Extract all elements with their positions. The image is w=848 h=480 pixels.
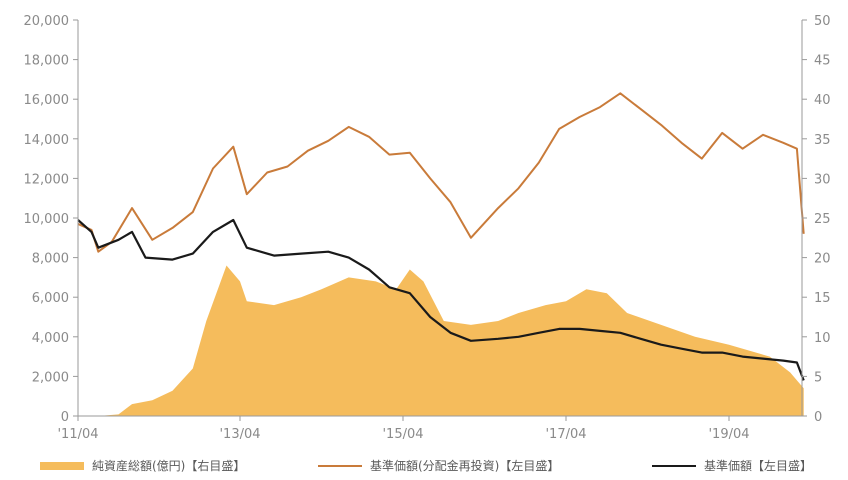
series-line-nav xyxy=(77,218,805,381)
y-right-tick-label: 10 xyxy=(814,331,831,346)
series-line-nav-reinvested xyxy=(77,92,805,253)
y-left-tick-label: 0 xyxy=(61,410,69,425)
y-right-tick-label: 5 xyxy=(814,370,822,385)
legend-label: 基準価額【左目盛】 xyxy=(704,459,813,473)
legend-label: 純資産総額(億円)【右目盛】 xyxy=(92,459,246,473)
legend-item-net-assets: 純資産総額(億円)【右目盛】 xyxy=(40,457,245,474)
y-right-tick-label: 50 xyxy=(814,14,831,29)
tick-layer: 0 2,000 4,000 6,000 8,000 10,000 12,000 14,000 1… xyxy=(24,14,831,442)
series-area-net-assets xyxy=(78,265,804,416)
y-right-tick-label: 45 xyxy=(814,54,831,69)
x-tick-label: '11/04 xyxy=(57,427,98,442)
y-right-tick-label: 35 xyxy=(814,133,831,148)
y-right-tick-label: 25 xyxy=(814,212,831,227)
legend-label: 基準価額(分配金再投資)【左目盛】 xyxy=(370,459,560,473)
legend: 純資産総額(億円)【右目盛】 基準価額(分配金再投資)【左目盛】 基準価額【左目… xyxy=(0,457,848,477)
y-right-tick-label: 15 xyxy=(814,291,831,306)
y-left-tick-label: 2,000 xyxy=(32,370,69,385)
area-layer xyxy=(78,265,804,416)
y-right-tick-label: 20 xyxy=(814,252,831,267)
y-left-tick-label: 18,000 xyxy=(24,54,70,69)
y-right-tick-label: 30 xyxy=(814,172,831,187)
y-left-tick-label: 20,000 xyxy=(24,14,70,29)
y-left-tick-label: 16,000 xyxy=(24,93,70,108)
y-left-tick-label: 6,000 xyxy=(32,291,69,306)
legend-item-nav: 基準価額【左目盛】 xyxy=(652,457,812,474)
legend-item-nav-reinvested: 基準価額(分配金再投資)【左目盛】 xyxy=(318,457,559,474)
legend-swatch-line xyxy=(318,464,362,467)
y-left-tick-label: 12,000 xyxy=(24,172,70,187)
x-tick-label: '13/04 xyxy=(219,427,260,442)
legend-swatch-area xyxy=(40,461,84,470)
y-right-tick-label: 0 xyxy=(814,410,822,425)
y-right-tick-label: 40 xyxy=(814,93,831,108)
x-tick-label: '15/04 xyxy=(382,427,423,442)
x-tick-label: '17/04 xyxy=(545,427,586,442)
axis-layer xyxy=(73,19,807,421)
y-left-tick-label: 14,000 xyxy=(24,133,70,148)
y-left-tick-label: 8,000 xyxy=(32,252,69,267)
y-left-tick-label: 4,000 xyxy=(32,331,69,346)
y-left-tick-label: 10,000 xyxy=(24,212,70,227)
x-tick-label: '19/04 xyxy=(708,427,749,442)
line-layer xyxy=(77,92,805,381)
legend-swatch-line xyxy=(652,464,696,467)
